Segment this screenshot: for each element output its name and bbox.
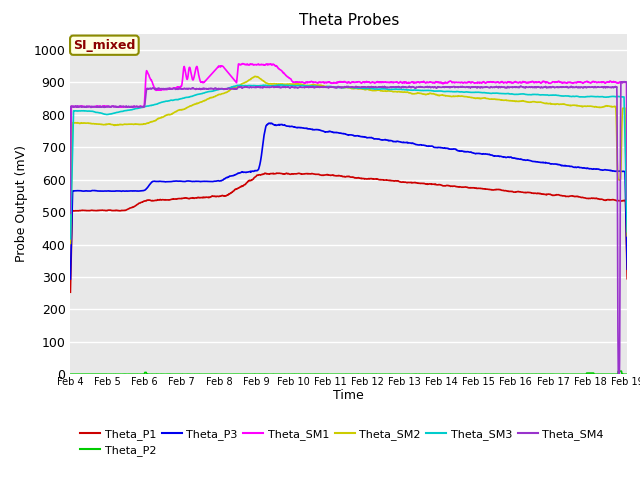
- Theta_P1: [280, 171, 288, 177]
- Theta_SM4: [552, 84, 560, 90]
- Line: Theta_SM1: Theta_SM1: [70, 64, 627, 240]
- Theta_SM2: [67, 240, 74, 246]
- Theta_P2: [552, 372, 560, 377]
- Theta_SM3: [612, 94, 620, 99]
- Theta_P1: [552, 192, 560, 198]
- Theta_P1: [67, 289, 74, 295]
- Theta_SM4: [620, 79, 627, 84]
- Theta_P2: [305, 372, 312, 377]
- Theta_SM1: [67, 238, 74, 243]
- Theta_SM1: [305, 80, 312, 85]
- Theta_SM2: [252, 73, 259, 79]
- Line: Theta_P1: Theta_P1: [70, 173, 627, 292]
- Theta_SM1: [552, 79, 560, 85]
- Theta_SM1: [130, 104, 138, 109]
- Theta_SM1: [612, 80, 620, 85]
- Theta_SM3: [280, 83, 288, 88]
- Theta_SM1: [163, 87, 171, 93]
- Theta_P3: [552, 161, 560, 167]
- Theta_P3: [163, 179, 171, 185]
- Line: Theta_P3: Theta_P3: [70, 123, 627, 279]
- Theta_SM3: [67, 236, 74, 242]
- Theta_SM1: [239, 61, 246, 67]
- Theta_P2: [194, 372, 202, 377]
- Theta_SM3: [277, 82, 285, 88]
- Title: Theta Probes: Theta Probes: [299, 13, 399, 28]
- Theta_SM4: [163, 85, 171, 91]
- Line: Theta_SM3: Theta_SM3: [70, 85, 627, 239]
- Legend: Theta_P1, Theta_P2, Theta_P3, Theta_SM1, Theta_SM2, Theta_SM3, Theta_SM4: Theta_P1, Theta_P2, Theta_P3, Theta_SM1,…: [76, 424, 608, 460]
- Theta_SM2: [130, 121, 138, 127]
- Theta_SM4: [130, 104, 138, 109]
- Theta_P1: [612, 198, 620, 204]
- Theta_P1: [623, 276, 631, 282]
- Theta_P3: [130, 188, 138, 194]
- Theta_SM2: [623, 233, 631, 239]
- Theta_SM4: [280, 84, 288, 90]
- Theta_P3: [280, 122, 288, 128]
- Theta_SM3: [130, 106, 138, 112]
- Theta_SM3: [305, 83, 312, 89]
- Theta_SM4: [67, 210, 74, 216]
- Theta_P2: [623, 372, 631, 377]
- Text: SI_mixed: SI_mixed: [73, 39, 136, 52]
- Theta_P2: [280, 372, 288, 377]
- Theta_SM2: [305, 83, 312, 88]
- Theta_SM1: [623, 196, 631, 202]
- Theta_SM2: [280, 82, 288, 87]
- Theta_P2: [130, 372, 138, 377]
- Y-axis label: Probe Output (mV): Probe Output (mV): [15, 145, 28, 263]
- Theta_P1: [163, 197, 171, 203]
- Theta_SM4: [623, 196, 631, 202]
- Theta_P3: [67, 276, 74, 282]
- Theta_P2: [612, 372, 620, 377]
- Line: Theta_SM4: Theta_SM4: [70, 82, 627, 374]
- Line: Theta_SM2: Theta_SM2: [70, 76, 627, 243]
- Theta_SM2: [163, 112, 171, 118]
- Theta_P2: [163, 372, 171, 377]
- Theta_P2: [67, 372, 74, 377]
- X-axis label: Time: Time: [333, 389, 364, 402]
- Theta_P3: [623, 266, 631, 272]
- Theta_SM4: [612, 84, 620, 90]
- Theta_SM3: [623, 229, 631, 235]
- Theta_SM3: [552, 92, 560, 98]
- Theta_SM2: [612, 121, 620, 127]
- Theta_SM1: [280, 71, 288, 76]
- Theta_SM3: [163, 98, 171, 104]
- Theta_SM4: [304, 84, 312, 90]
- Theta_P3: [305, 126, 312, 132]
- Theta_P1: [130, 204, 138, 210]
- Theta_SM2: [552, 101, 560, 107]
- Theta_P2: [614, 368, 622, 374]
- Theta_P3: [265, 120, 273, 126]
- Theta_P3: [612, 168, 620, 174]
- Theta_SM4: [614, 372, 622, 377]
- Theta_P1: [305, 171, 312, 177]
- Theta_P1: [273, 170, 281, 176]
- Line: Theta_P2: Theta_P2: [70, 371, 627, 374]
